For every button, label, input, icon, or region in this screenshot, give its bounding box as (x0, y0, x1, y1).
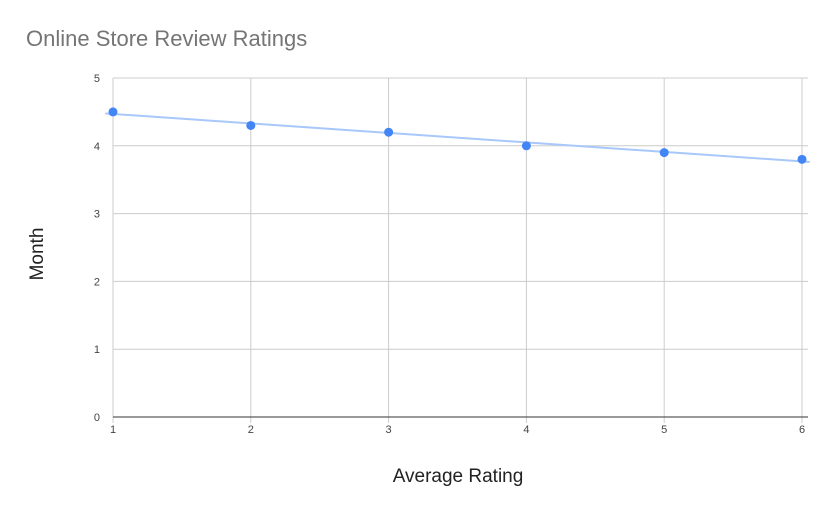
data-points (108, 107, 807, 164)
y-tick-label: 1 (94, 344, 100, 356)
data-point (521, 141, 531, 151)
trendline-layer (105, 112, 810, 163)
data-point (246, 120, 256, 130)
y-tick-label: 4 (94, 141, 100, 153)
x-tick-label: 1 (110, 424, 116, 436)
grid-lines (112, 77, 808, 423)
data-point (108, 107, 118, 117)
x-axis-label: Average Rating (392, 466, 524, 487)
data-point (797, 154, 807, 164)
x-tick-label: 3 (386, 424, 392, 436)
y-tick-label: 3 (94, 209, 100, 221)
y-tick-label: 5 (94, 73, 100, 85)
x-tick-label: 2 (248, 424, 254, 436)
y-tick-label: 0 (94, 412, 100, 424)
x-tick-label: 5 (661, 424, 667, 436)
chart-title: Online Store Review Ratings (26, 26, 308, 51)
trendline (105, 112, 810, 163)
data-point (384, 127, 394, 137)
data-point (659, 148, 669, 158)
y-tick-label: 2 (94, 276, 100, 288)
x-tick-label: 4 (523, 424, 529, 436)
x-tick-label: 6 (799, 424, 805, 436)
